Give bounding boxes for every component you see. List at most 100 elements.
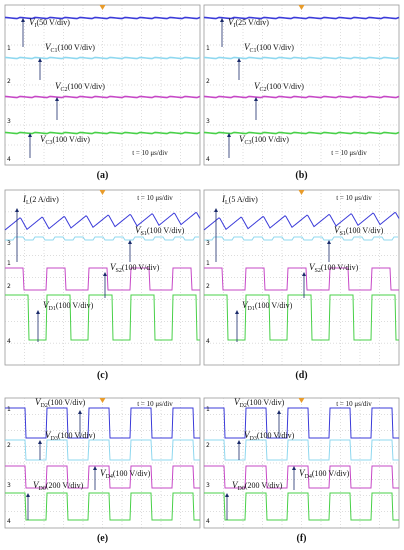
arrow-head: [38, 58, 42, 62]
waveform: [4, 131, 201, 135]
channel-marker: 2: [206, 442, 210, 449]
trace-scale: (2 A/div): [30, 195, 59, 204]
channel-marker: 2: [206, 78, 210, 85]
trace-annotation: VD2(100 V/div): [35, 397, 86, 409]
arrow-head: [103, 272, 107, 276]
trigger-marker: [298, 398, 305, 403]
waveform: [203, 95, 400, 99]
arrow-head: [55, 97, 59, 101]
trace-symbol: V: [334, 225, 341, 235]
trace-symbol: V: [234, 397, 241, 407]
arrow-head: [214, 208, 218, 212]
trace-annotation: VC3(100 V/div): [239, 134, 289, 146]
trace-annotation: IL(5 A/div): [221, 194, 258, 206]
trace-symbol: V: [45, 42, 52, 52]
arrow-head: [93, 466, 97, 470]
trace-scale: (100 V/div): [147, 226, 185, 235]
arrow-head: [26, 493, 30, 497]
channel-marker: 4: [206, 338, 210, 345]
arrow-head: [227, 133, 231, 137]
trace-subscript: C1: [250, 48, 257, 54]
channel-marker: 3: [7, 482, 11, 489]
channel-marker: 2: [7, 442, 11, 449]
trace-subscript: I: [35, 23, 37, 29]
trigger-marker: [99, 190, 106, 195]
trace-subscript: I: [234, 23, 236, 29]
trace-scale: (100 V/div): [122, 263, 160, 272]
trace-scale: (100 V/div): [68, 82, 106, 91]
waveform: [204, 294, 399, 341]
trace-annotation: VC1(100 V/div): [244, 42, 294, 54]
trace-annotation: VD3(100 V/div): [45, 430, 96, 442]
channel-marker: 2: [7, 78, 11, 85]
trace-scale: (100 V/div): [255, 301, 293, 310]
arrow-head: [225, 493, 229, 497]
waveform: [5, 465, 200, 489]
trace-annotation: VS1(100 V/div): [334, 225, 384, 237]
trace-annotation: VD0(200 V/div): [33, 480, 84, 492]
panel-label: (c): [97, 370, 108, 381]
trace-symbol: V: [40, 134, 47, 144]
channel-marker: 1: [7, 260, 11, 267]
waveform: [204, 236, 398, 241]
arrow-head: [254, 97, 258, 101]
trace-annotation: VI(25 V/div): [228, 17, 269, 29]
time-scale: t = 10 μs/div: [336, 194, 372, 202]
trace-scale: (100 V/div): [321, 263, 359, 272]
arrow-head: [15, 208, 19, 212]
channel-marker: 1: [7, 406, 11, 413]
trace-subscript: S1: [141, 231, 147, 237]
trace-scale: (50 V/div): [37, 18, 71, 27]
channel-marker: 1: [206, 260, 210, 267]
trace-subscript: D0: [238, 486, 245, 492]
trigger-marker: [298, 5, 305, 10]
panel-label: (a): [97, 170, 109, 181]
waveform: [203, 131, 400, 135]
waveform: [5, 407, 200, 439]
panel-label: (d): [295, 370, 307, 381]
trace-annotation: VS2(100 V/div): [110, 262, 160, 274]
trace-annotation: IL(2 A/div): [22, 194, 59, 206]
arrow-head: [235, 310, 239, 314]
trace-symbol: I: [22, 194, 27, 204]
arrow-head: [277, 410, 281, 414]
channel-marker: 1: [206, 406, 210, 413]
trace-symbol: V: [110, 262, 117, 272]
trace-annotation: VD1(100 V/div): [242, 300, 293, 312]
trace-scale: (100 V/div): [113, 469, 151, 478]
trace-symbol: V: [43, 300, 50, 310]
waveform: [5, 236, 199, 241]
arrow-head: [220, 18, 224, 22]
waveform: [5, 267, 200, 291]
trace-scale: (100 V/div): [48, 398, 86, 407]
trace-annotation: VI(50 V/div): [29, 17, 70, 29]
waveform: [5, 294, 200, 341]
trace-subscript: D4: [305, 474, 312, 480]
waveform: [203, 211, 400, 231]
time-scale: t = 10 μs/div: [336, 400, 372, 408]
trace-scale: (100 V/div): [56, 301, 94, 310]
waveform: [203, 16, 400, 20]
trace-subscript: L: [26, 200, 30, 206]
channel-marker: 1: [206, 45, 210, 52]
waveform: [204, 465, 399, 489]
trace-symbol: V: [254, 81, 261, 91]
arrow-head: [237, 440, 241, 444]
trace-symbol: V: [33, 480, 40, 490]
trace-symbol: V: [55, 81, 62, 91]
channel-marker: 3: [206, 118, 210, 125]
trace-symbol: V: [242, 300, 249, 310]
waveform: [204, 439, 399, 461]
waveform: [204, 492, 399, 521]
arrow-head: [21, 18, 25, 22]
waveform: [4, 95, 201, 99]
channel-marker: 4: [7, 518, 11, 525]
trace-scale: (100 V/div): [247, 398, 285, 407]
arrow-head: [237, 58, 241, 62]
trace-subscript: S2: [315, 268, 321, 274]
channel-marker: 3: [7, 118, 11, 125]
